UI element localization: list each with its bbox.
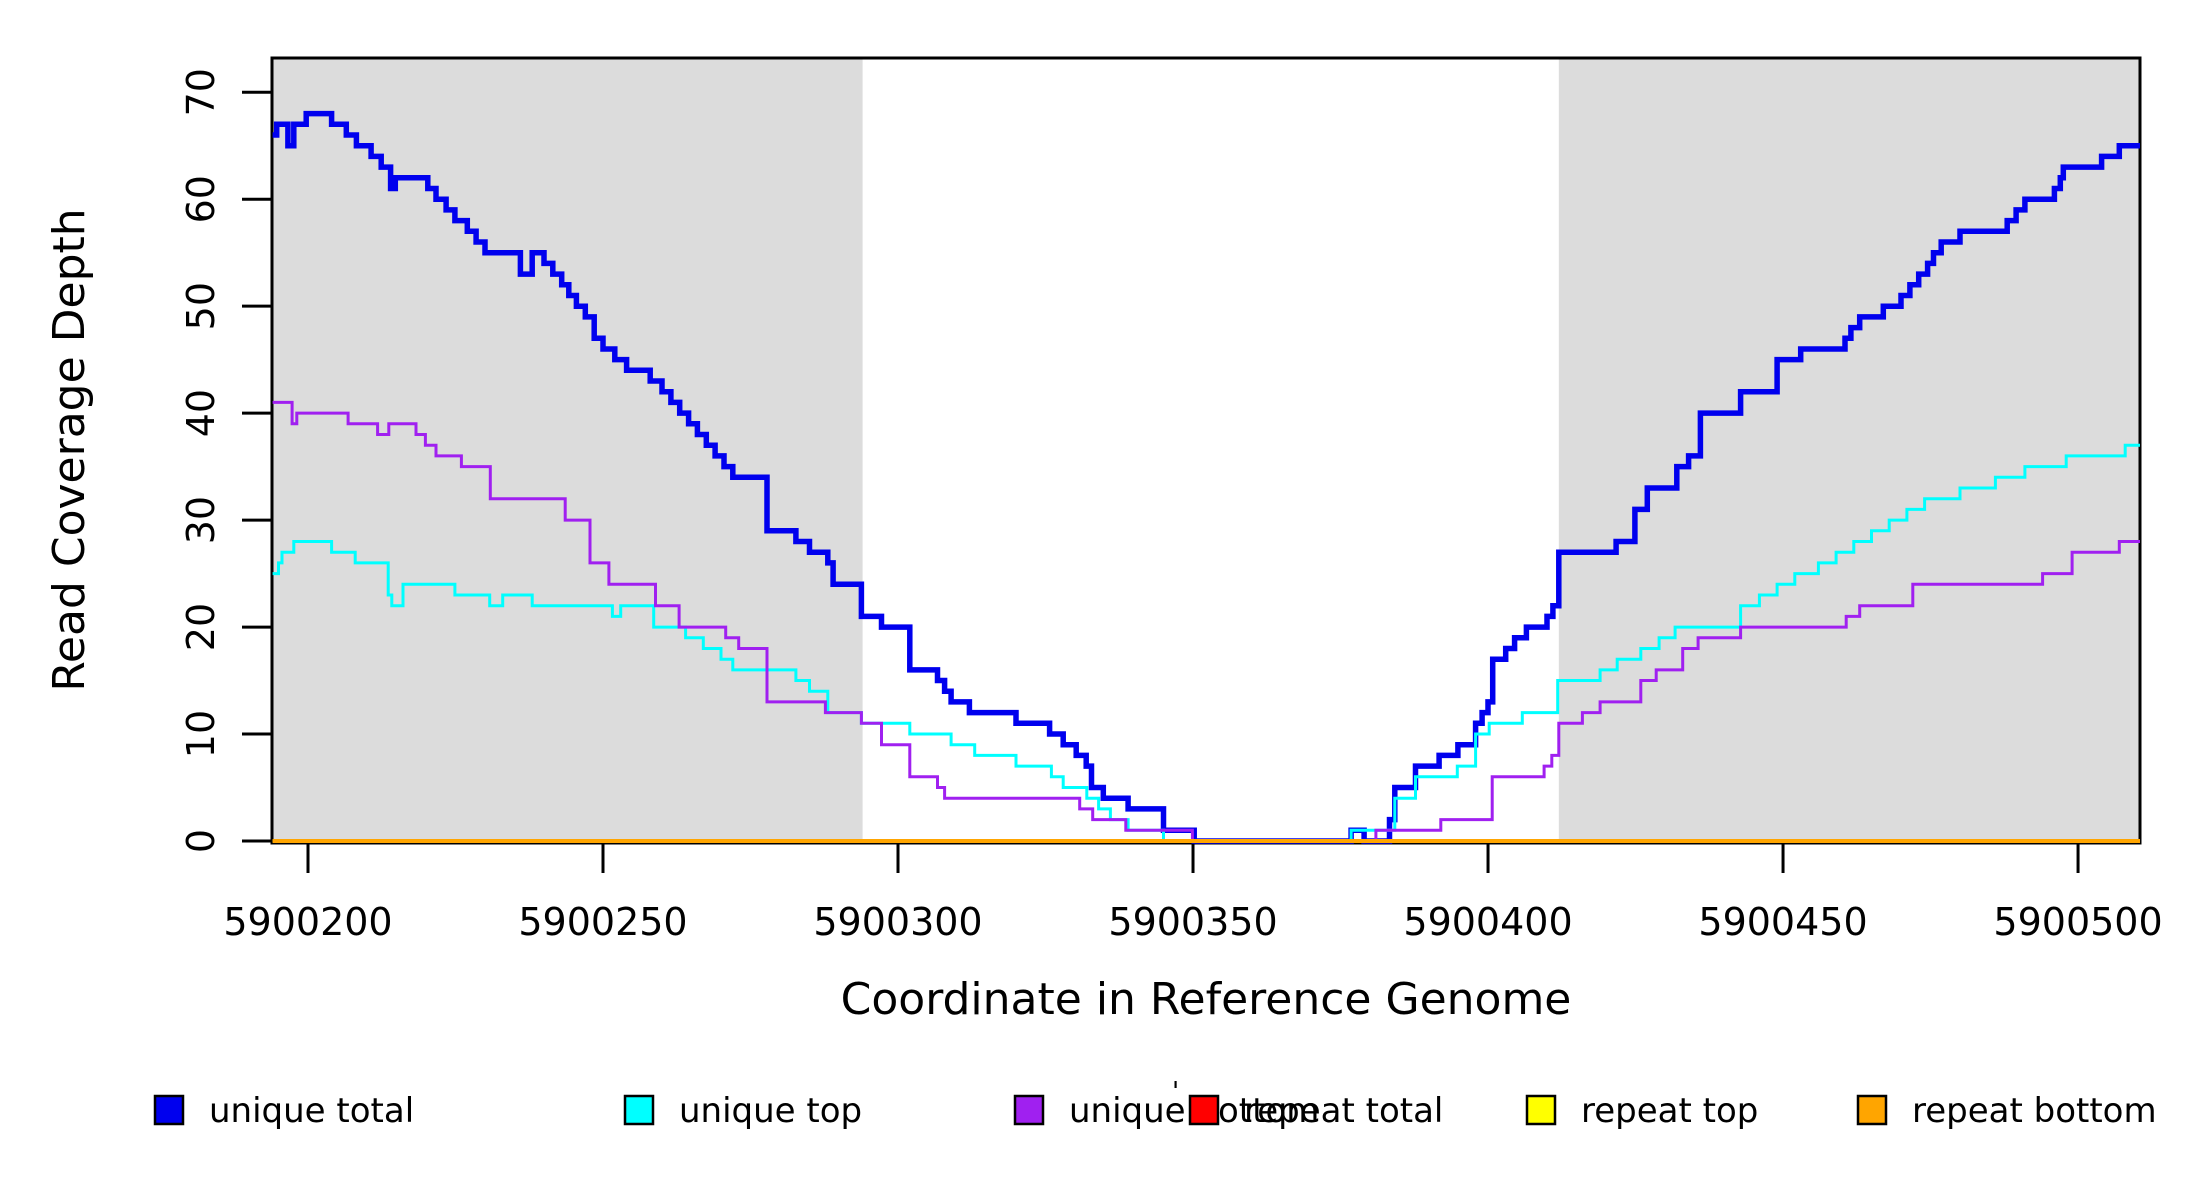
y-axis-title: Read Coverage Depth bbox=[44, 208, 95, 691]
legend-swatch bbox=[153, 1094, 185, 1126]
y-tick-label: 40 bbox=[179, 389, 223, 437]
shaded-bands-layer bbox=[272, 58, 2140, 843]
legend-item-repeat-total: repeat total bbox=[1188, 1091, 1443, 1131]
legend-label: repeat bottom bbox=[1912, 1091, 2157, 1131]
legend-item-unique-total: unique total bbox=[153, 1091, 414, 1131]
legend-item-repeat-bottom: repeat bottom bbox=[1856, 1091, 2157, 1131]
x-axis-title: Coordinate in Reference Genome bbox=[841, 974, 1572, 1025]
x-tick-label: 5900500 bbox=[1993, 900, 2162, 944]
x-tick-label: 5900350 bbox=[1108, 900, 1277, 944]
y-tick-label: 30 bbox=[179, 496, 223, 544]
legend-artifact-mark: ' bbox=[1172, 1077, 1179, 1107]
legend-swatch bbox=[1525, 1094, 1557, 1126]
series-lines-layer bbox=[272, 110, 2140, 844]
legend-label: repeat top bbox=[1581, 1091, 1758, 1131]
legend-swatch bbox=[623, 1094, 655, 1126]
x-tick-label: 5900300 bbox=[813, 900, 982, 944]
x-tick-label: 5900250 bbox=[518, 900, 687, 944]
legend-swatch bbox=[1013, 1094, 1045, 1126]
x-tick-label: 5900400 bbox=[1403, 900, 1572, 944]
y-tick-label: 0 bbox=[179, 829, 223, 853]
legend-label: unique total bbox=[209, 1091, 414, 1131]
series-line-unique-top bbox=[272, 443, 2140, 843]
y-tick-label: 10 bbox=[179, 710, 223, 758]
series-line-unique-total bbox=[272, 110, 2140, 844]
x-tick-label: 5900450 bbox=[1698, 900, 1867, 944]
series-line-unique-bottom bbox=[272, 400, 2140, 843]
y-tick-label: 70 bbox=[179, 68, 223, 116]
shaded-band-right bbox=[1558, 58, 2140, 843]
x-tick-label: 5900200 bbox=[223, 900, 392, 944]
legend-label: repeat total bbox=[1244, 1091, 1443, 1131]
legend-item-repeat-top: repeat top bbox=[1525, 1091, 1758, 1131]
axis-ticks-layer: 5900200 5900250 5900300 5900350 5900400 59004… bbox=[179, 68, 2163, 944]
y-tick-label: 60 bbox=[179, 175, 223, 223]
y-tick-label: 20 bbox=[179, 603, 223, 651]
legend-swatch bbox=[1188, 1094, 1220, 1126]
legend-label: unique top bbox=[679, 1091, 862, 1131]
legend-item-unique-top: unique top bbox=[623, 1091, 862, 1131]
y-tick-label: 50 bbox=[179, 282, 223, 330]
shaded-band-left bbox=[272, 58, 863, 843]
legend: unique total unique top unique bottomrepea… bbox=[153, 1077, 2157, 1131]
legend-swatch bbox=[1856, 1094, 1888, 1126]
